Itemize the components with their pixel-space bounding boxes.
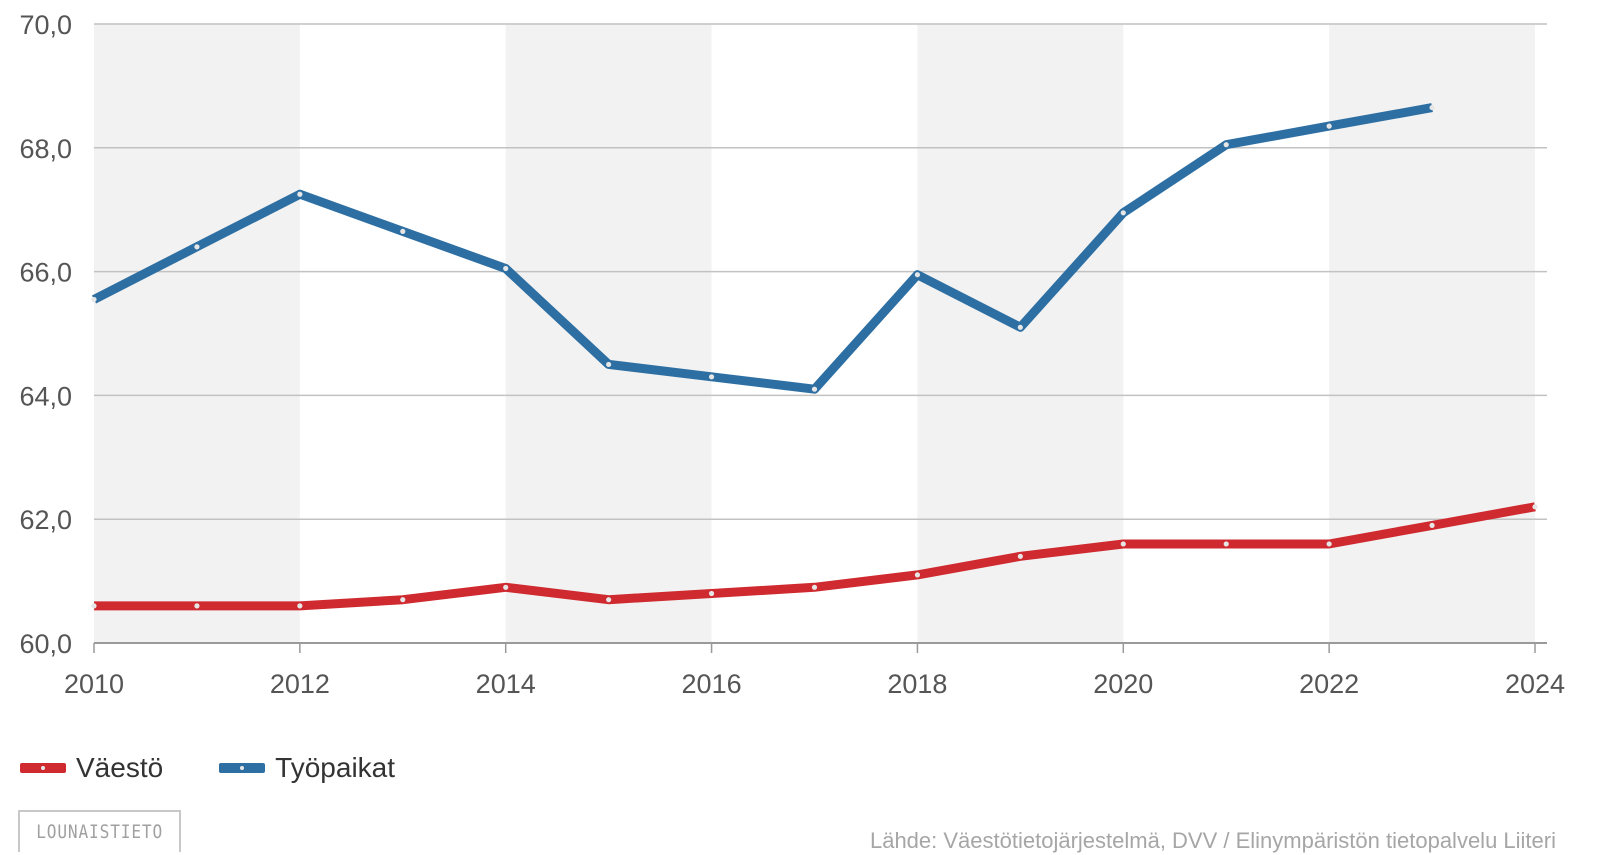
data-point-1: [503, 265, 509, 272]
data-point-0: [194, 603, 200, 609]
source-note: Lähde: Väestötietojärjestelmä, DVV / Eli…: [869, 828, 1556, 853]
data-point-1: [1326, 123, 1332, 129]
data-point-1: [708, 374, 715, 380]
x-tick-label: 2010: [64, 669, 124, 699]
legend-swatch-vaesto: [20, 763, 66, 773]
data-point-1: [1429, 104, 1435, 111]
series-line-0: [94, 502, 1536, 611]
data-point-0: [1017, 553, 1023, 559]
data-point-1: [811, 386, 818, 392]
band-2010: [94, 24, 300, 643]
legend-item-tyopaikat[interactable]: Työpaikat: [219, 752, 395, 784]
data-point-0: [1532, 504, 1538, 510]
x-tick-label: 2020: [1093, 669, 1153, 699]
x-tick-label: 2016: [682, 669, 742, 699]
y-tick-label: 64,0: [19, 381, 72, 411]
data-point-1: [1120, 210, 1126, 216]
x-tick-label: 2014: [476, 669, 536, 699]
data-point-1: [914, 272, 921, 278]
band-2018: [917, 24, 1124, 643]
data-point-0: [400, 597, 406, 603]
line-chart: 60,062,064,066,068,070,0 2010 2012 2014 201…: [19, 10, 1565, 699]
data-point-1: [91, 296, 97, 303]
legend-swatch-tyopaikat: [219, 763, 266, 773]
band-2014: [505, 24, 712, 643]
gridlines: [94, 23, 1547, 644]
y-tick-label: 66,0: [19, 258, 72, 288]
legend-label-tyopaikat: Työpaikat: [275, 752, 396, 783]
x-tick-label: 2018: [887, 669, 947, 699]
series-line-1: [91, 103, 1433, 394]
data-point-0: [708, 590, 715, 597]
data-point-0: [1223, 541, 1229, 547]
x-tick-label: 2024: [1505, 669, 1565, 699]
data-point-1: [1223, 142, 1229, 148]
data-point-0: [1429, 522, 1435, 528]
y-tick-label: 70,0: [19, 10, 72, 40]
y-tick-label: 68,0: [19, 134, 72, 164]
x-tick-label: 2012: [270, 669, 330, 699]
data-point-0: [297, 603, 303, 609]
y-tick-label: 60,0: [19, 629, 72, 659]
data-point-0: [503, 584, 509, 590]
data-point-0: [1120, 541, 1126, 547]
background-bands: [94, 24, 1535, 643]
data-point-0: [914, 572, 921, 578]
series-lines: [91, 103, 1536, 611]
y-tick-labels: 60,0 62,0 64,0 66,0 68,0 70,0: [19, 10, 72, 659]
data-point-0: [91, 603, 97, 609]
lounaistieto-logo: LOUNAISTIETO: [18, 810, 181, 852]
y-tick-label: 62,0: [19, 505, 72, 535]
logo-text: LOUNAISTIETO: [36, 821, 163, 843]
legend-item-vaesto[interactable]: Väestö: [20, 752, 163, 784]
x-tick-labels: 2010 2012 2014 2016 2018 2020 2022 2024: [64, 643, 1565, 699]
legend: Väestö Työpaikat: [20, 752, 395, 784]
data-point-0: [1326, 541, 1332, 547]
data-point-1: [194, 244, 200, 250]
legend-label-vaesto: Väestö: [76, 752, 164, 783]
data-point-1: [1017, 324, 1023, 330]
x-tick-label: 2022: [1299, 669, 1359, 699]
series-points: [91, 104, 1538, 609]
data-point-1: [400, 228, 406, 234]
data-point-0: [606, 597, 612, 603]
data-point-1: [297, 191, 303, 197]
data-point-1: [606, 361, 612, 368]
data-point-0: [811, 584, 818, 590]
